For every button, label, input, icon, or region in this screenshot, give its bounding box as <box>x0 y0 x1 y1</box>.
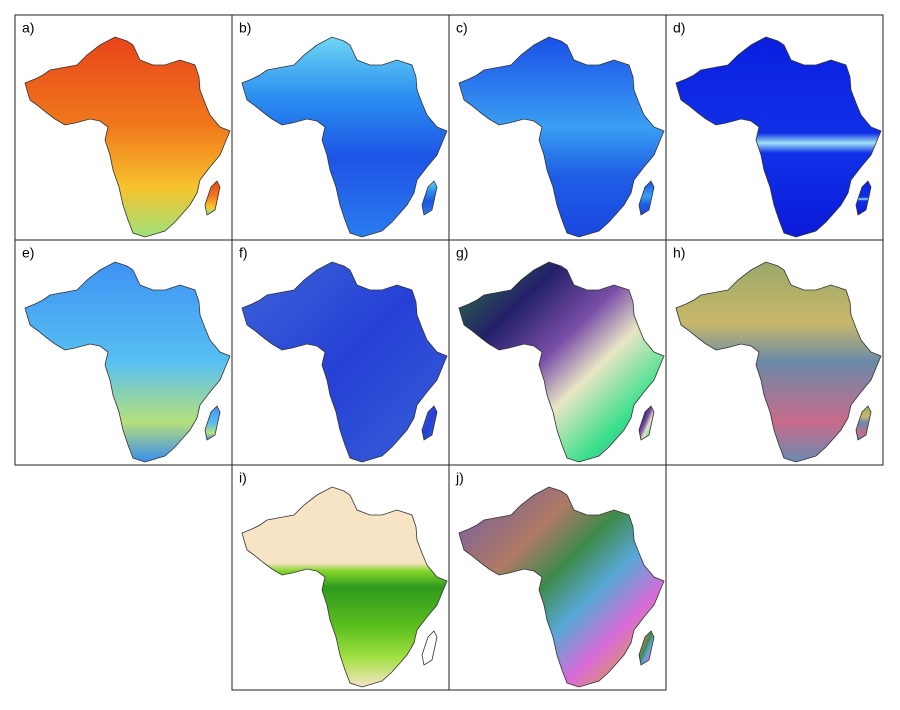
panel-label: h) <box>673 245 685 261</box>
panel-label: e) <box>22 245 34 261</box>
panel-label: b) <box>239 20 251 36</box>
map-panel: i) <box>231 464 450 691</box>
map-panel: g) <box>448 239 667 466</box>
map-panel: e) <box>14 239 233 466</box>
map-panel: a) <box>14 14 233 241</box>
panel-label: c) <box>456 20 468 36</box>
panel-label: j) <box>455 470 464 486</box>
map-panel: h) <box>665 239 884 466</box>
panel-label: a) <box>22 20 34 36</box>
panel-label: i) <box>239 470 247 486</box>
map-panel: d) <box>665 14 884 241</box>
panel-label: g) <box>456 245 468 261</box>
panel-label: d) <box>673 20 685 36</box>
map-panel: f) <box>231 239 450 466</box>
panel-label: f) <box>239 245 248 261</box>
map-panel: b) <box>231 14 450 241</box>
map-panel: c) <box>448 14 667 241</box>
map-panel: j) <box>448 464 667 691</box>
